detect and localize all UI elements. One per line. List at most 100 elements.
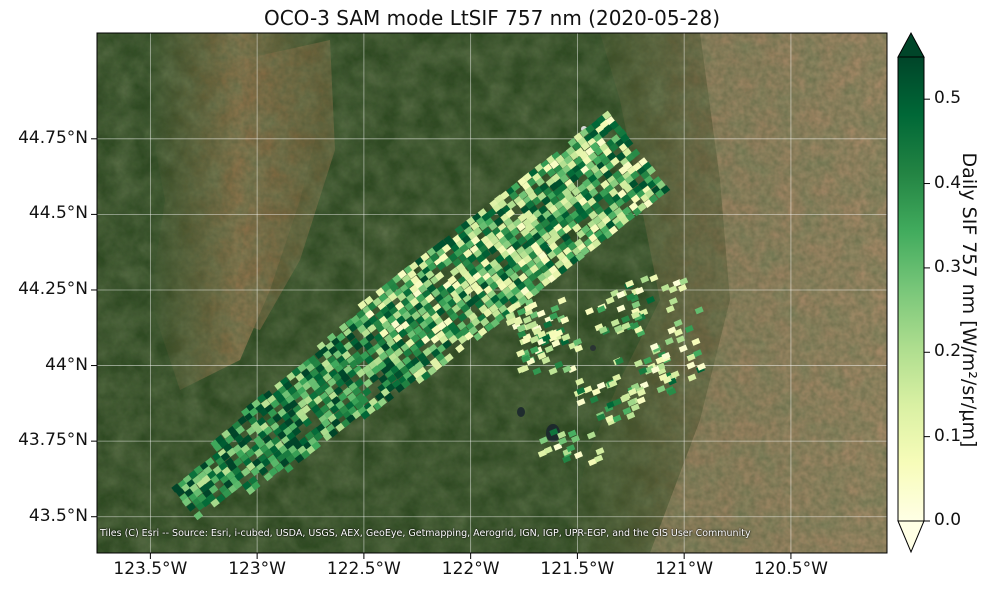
- sif-pixel: [431, 325, 441, 335]
- sif-pixel: [478, 221, 489, 231]
- sif-pixel: [217, 448, 228, 458]
- sif-pixel: [360, 410, 371, 420]
- sif-pixel: [460, 220, 471, 230]
- sif-pixel: [511, 301, 521, 310]
- sif-pixel: [545, 259, 555, 269]
- sif-pixel: [626, 293, 636, 301]
- sif-pixel: [549, 195, 560, 206]
- sif-pixel: [489, 259, 499, 269]
- sif-pixel: [184, 488, 194, 498]
- sif-pixel: [562, 224, 572, 234]
- sif-pixel: [263, 448, 274, 458]
- sif-pixel: [481, 294, 491, 304]
- sif-pixel: [540, 255, 551, 265]
- sif-pixel: [299, 377, 309, 387]
- sif-pixel: [649, 342, 659, 351]
- sif-pixel: [410, 357, 420, 367]
- sif-pixel: [588, 151, 598, 162]
- sif-pixel: [193, 488, 203, 498]
- sif-pixel: [216, 493, 226, 503]
- sif-pixel: [567, 241, 577, 251]
- sif-pixel: [359, 337, 369, 347]
- sif-pixel: [585, 124, 595, 134]
- sif-pixel: [359, 396, 369, 406]
- sif-pixel: [433, 257, 444, 267]
- sif-pixel: [567, 365, 577, 373]
- colorbar-tick-label: 0.3: [934, 256, 962, 277]
- sif-pixel: [299, 413, 309, 423]
- sif-pixel: [493, 241, 503, 251]
- sif-pixel: [242, 434, 253, 444]
- sif-pixel: [359, 314, 370, 324]
- sif-pixel: [636, 189, 646, 199]
- sif-pixel: [520, 205, 530, 215]
- sif-pixel: [421, 371, 431, 381]
- sif-pixel: [593, 169, 604, 180]
- sif-pixel: [427, 366, 437, 376]
- sif-pixel: [346, 413, 356, 424]
- sif-pixel: [617, 128, 627, 139]
- sif-pixel: [539, 241, 549, 251]
- sif-pixel: [543, 446, 553, 455]
- sif-pixel: [630, 148, 641, 158]
- sif-pixel: [494, 313, 505, 323]
- sif-pixel: [463, 226, 474, 236]
- sif-pixel: [503, 217, 513, 227]
- sif-pixel: [393, 369, 404, 380]
- sif-pixel: [518, 190, 528, 200]
- sif-pixel: [182, 474, 193, 484]
- sif-pixel: [508, 236, 519, 246]
- sif-pixel: [550, 304, 560, 313]
- sif-pixel: [668, 285, 678, 294]
- sif-pixel: [413, 325, 423, 335]
- sif-pixel: [575, 377, 585, 386]
- sif-pixel: [591, 387, 601, 396]
- colorbar-tick-label: 0.5: [934, 88, 962, 109]
- sif-pixel: [585, 307, 594, 316]
- sif-pixel: [518, 295, 528, 305]
- sif-pixel: [270, 422, 280, 432]
- sif-pixel: [411, 311, 421, 321]
- sif-pixel: [608, 187, 619, 198]
- sif-pixel: [512, 254, 523, 264]
- sif-pixel: [189, 483, 199, 493]
- sif-pixel: [609, 120, 619, 130]
- sif-pixel: [346, 392, 357, 402]
- sif-pixel: [431, 348, 441, 358]
- x-axis-ticks: [149, 553, 792, 559]
- sif-pixel: [640, 275, 650, 284]
- sif-pixel: [509, 190, 519, 201]
- sif-pixel: [319, 404, 330, 414]
- sif-pixel: [623, 161, 633, 171]
- sif-pixel: [630, 403, 640, 412]
- sif-pixel: [373, 356, 383, 366]
- sif-pixel: [447, 321, 457, 331]
- sif-pixel: [502, 239, 512, 250]
- sif-pixel: [242, 457, 253, 467]
- sif-pixel: [197, 470, 208, 481]
- sif-pixel: [437, 239, 447, 249]
- sif-pixel: [696, 362, 706, 371]
- sif-pixel: [649, 274, 659, 283]
- sif-pixel: [574, 451, 583, 460]
- sif-pixel: [346, 332, 356, 342]
- sif-pixel: [221, 429, 231, 439]
- sif-pixel: [375, 287, 385, 297]
- sif-pixel: [573, 214, 584, 224]
- sif-pixel: [486, 208, 497, 218]
- sif-pixel: [607, 151, 617, 162]
- sif-pixel: [428, 343, 438, 353]
- sif-pixel: [524, 298, 534, 307]
- sif-pixel: [202, 489, 213, 499]
- sif-pixel: [468, 312, 478, 322]
- sif-pixel: [457, 275, 467, 285]
- sif-pixel: [510, 227, 520, 237]
- sif-pixel: [516, 199, 527, 209]
- sif-pixel: [324, 363, 334, 373]
- sif-pixel: [506, 222, 517, 232]
- sif-pixel: [272, 413, 282, 423]
- sif-pixel: [630, 170, 640, 180]
- sif-pixel: [316, 341, 327, 351]
- sif-pixel: [569, 210, 580, 220]
- sif-pixel: [516, 324, 526, 333]
